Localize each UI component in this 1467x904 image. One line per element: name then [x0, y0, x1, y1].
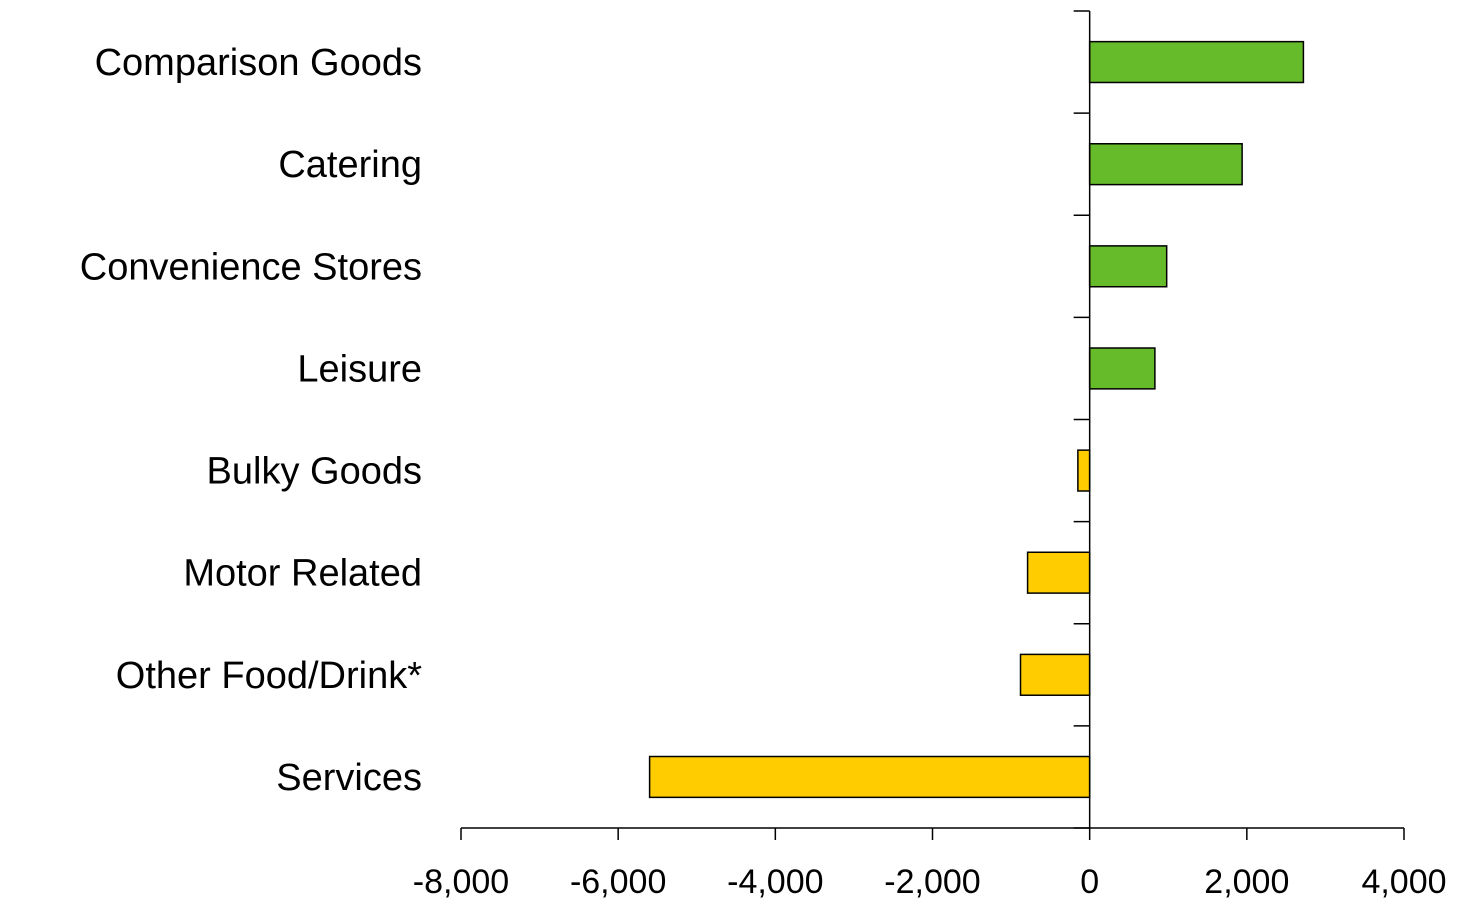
x-tick-label: 2,000: [1204, 863, 1289, 901]
x-tick-label: -8,000: [413, 863, 509, 901]
bar-leisure: [1088, 347, 1156, 390]
bar-motor-related: [1026, 551, 1091, 594]
x-tick-label: -4,000: [727, 863, 823, 901]
bar-catering: [1088, 143, 1243, 186]
x-tick-label: 4,000: [1361, 863, 1446, 901]
category-label: Comparison Goods: [95, 42, 422, 84]
bar-other-food-drink: [1019, 653, 1091, 696]
axes-group: [460, 10, 1405, 840]
category-label: Catering: [278, 144, 422, 186]
bar-convenience-stores: [1088, 245, 1168, 288]
category-label: Leisure: [297, 348, 422, 390]
x-tick-label: 0: [1080, 863, 1099, 901]
category-label: Other Food/Drink*: [116, 655, 422, 697]
x-tick-label: -2,000: [884, 863, 980, 901]
x-tick-labels: -8,000 -6,000 -4,000 -2,000 0 2,000 4,000: [413, 863, 1447, 901]
category-label: Motor Related: [183, 553, 422, 595]
bar-services: [648, 755, 1091, 799]
bars-group: [648, 40, 1305, 799]
category-label: Services: [276, 757, 422, 799]
x-tick-label: -6,000: [570, 863, 666, 901]
category-label: Convenience Stores: [80, 246, 422, 288]
category-label: Bulky Goods: [207, 451, 422, 493]
bar-bulky-goods: [1077, 449, 1091, 492]
bar-comparison-goods: [1088, 40, 1305, 84]
category-labels: Comparison Goods Catering Convenience Stor…: [80, 42, 422, 799]
